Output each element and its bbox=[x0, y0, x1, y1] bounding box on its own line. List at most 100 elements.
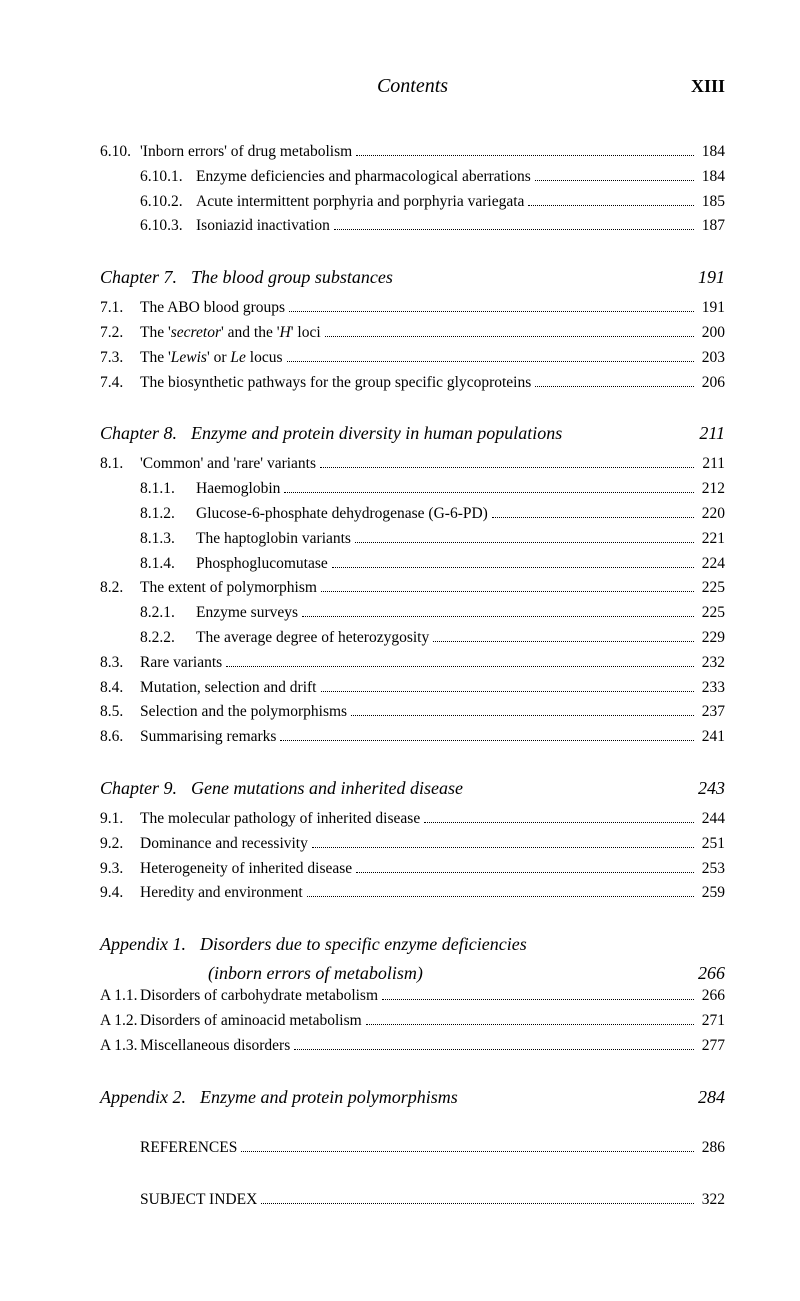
toc-entry-number: 8.2.2. bbox=[100, 626, 196, 651]
toc-entry-page: 184 bbox=[698, 140, 725, 165]
toc-entry: 9.4.Heredity and environment259 bbox=[100, 881, 725, 906]
toc-entry-page: 224 bbox=[698, 552, 725, 577]
toc-entry-number: 6.10.2. bbox=[100, 190, 196, 215]
toc-leader-dots bbox=[332, 567, 694, 568]
toc-block: Appendix 1.Disorders due to specific enz… bbox=[100, 934, 725, 1058]
toc-entry: 6.10.'Inborn errors' of drug metabolism1… bbox=[100, 140, 725, 165]
toc-entry-text: Enzyme deficiencies and pharmacological … bbox=[196, 165, 531, 190]
toc-leader-dots bbox=[226, 666, 694, 667]
toc-entry-page: 253 bbox=[698, 857, 725, 882]
toc-entry-text: Acute intermittent porphyria and porphyr… bbox=[196, 190, 524, 215]
toc-entry: 6.10.1.Enzyme deficiencies and pharmacol… bbox=[100, 165, 725, 190]
toc-entry-number: 8.1.2. bbox=[100, 502, 196, 527]
chapter-heading: Chapter 9.Gene mutations and inherited d… bbox=[100, 778, 725, 799]
toc-entry-page: 233 bbox=[698, 676, 725, 701]
toc-entry-page: 229 bbox=[698, 626, 725, 651]
toc-entry-text: REFERENCES bbox=[140, 1136, 237, 1161]
toc-entry-page: 259 bbox=[698, 881, 725, 906]
toc-entry-number: 6.10.3. bbox=[100, 214, 196, 239]
toc-entry-page: 277 bbox=[698, 1034, 725, 1059]
toc-entry-page: 211 bbox=[698, 452, 725, 477]
chapter-heading: Chapter 7.The blood group substances191 bbox=[100, 267, 725, 288]
toc-entry-page: 206 bbox=[698, 371, 725, 396]
toc-entry-text: Heterogeneity of inherited disease bbox=[140, 857, 352, 882]
heading-page: 191 bbox=[690, 267, 725, 288]
heading-subtitle: (inborn errors of metabolism) bbox=[208, 963, 690, 984]
toc-entry: 8.1.2.Glucose-6-phosphate dehydrogenase … bbox=[100, 502, 725, 527]
toc-leader-dots bbox=[535, 180, 694, 181]
toc-leader-dots bbox=[356, 155, 694, 156]
heading-title: Disorders due to specific enzyme deficie… bbox=[200, 934, 725, 955]
toc-block: Chapter 7.The blood group substances191 7… bbox=[100, 267, 725, 395]
toc-entry-page: 187 bbox=[698, 214, 725, 239]
toc-entry-text: Miscellaneous disorders bbox=[140, 1034, 290, 1059]
heading-page: 284 bbox=[690, 1087, 725, 1108]
toc-leader-dots bbox=[280, 740, 693, 741]
toc-entry-number: 6.10.1. bbox=[100, 165, 196, 190]
toc-entry-text: Heredity and environment bbox=[140, 881, 303, 906]
toc-entry-number: 9.1. bbox=[100, 807, 140, 832]
toc-entry-page: 271 bbox=[698, 1009, 725, 1034]
toc-entry-text: The average degree of heterozygosity bbox=[196, 626, 429, 651]
toc-entry-text: The molecular pathology of inherited dis… bbox=[140, 807, 420, 832]
toc-entry-page: 225 bbox=[698, 576, 725, 601]
toc-entry: A 1.3.Miscellaneous disorders277 bbox=[100, 1034, 725, 1059]
toc-entry: 8.2.The extent of polymorphism225 bbox=[100, 576, 725, 601]
toc-entry: 9.2.Dominance and recessivity251 bbox=[100, 832, 725, 857]
toc-entry-text: Disorders of carbohydrate metabolism bbox=[140, 984, 378, 1009]
toc-leader-dots bbox=[284, 492, 693, 493]
toc-block: 6.10.'Inborn errors' of drug metabolism1… bbox=[100, 140, 725, 239]
toc-entry-page: 203 bbox=[698, 346, 725, 371]
toc-entry-number: 7.2. bbox=[100, 321, 140, 346]
toc-entry: REFERENCES 286 bbox=[100, 1136, 725, 1161]
toc-entry: 8.1.3.The haptoglobin variants221 bbox=[100, 527, 725, 552]
toc-entry-page: 185 bbox=[698, 190, 725, 215]
toc-entry-number: A 1.1. bbox=[100, 984, 140, 1009]
toc-entry: 6.10.2.Acute intermittent porphyria and … bbox=[100, 190, 725, 215]
toc-entry-text: Summarising remarks bbox=[140, 725, 276, 750]
heading-page: 211 bbox=[691, 423, 725, 444]
toc-leader-dots bbox=[307, 896, 694, 897]
toc-entry-number: 8.1.1. bbox=[100, 477, 196, 502]
toc-entry-page: 212 bbox=[698, 477, 725, 502]
heading-title: Gene mutations and inherited disease bbox=[191, 778, 690, 799]
toc-entry-text: Selection and the polymorphisms bbox=[140, 700, 347, 725]
toc-entry-text: Mutation, selection and drift bbox=[140, 676, 317, 701]
header-right: XIII bbox=[665, 76, 725, 97]
page: Contents XIII 6.10.'Inborn errors' of dr… bbox=[0, 0, 800, 1301]
toc-entry: 9.3.Heterogeneity of inherited disease25… bbox=[100, 857, 725, 882]
toc-entry-number: 8.4. bbox=[100, 676, 140, 701]
appendix-heading: Appendix 1.Disorders due to specific enz… bbox=[100, 934, 725, 955]
toc-block: Chapter 9.Gene mutations and inherited d… bbox=[100, 778, 725, 906]
toc-leader-dots bbox=[325, 336, 694, 337]
toc-leader-dots bbox=[241, 1151, 693, 1152]
toc-entry-text: Rare variants bbox=[140, 651, 222, 676]
toc-entry: 7.1.The ABO blood groups191 bbox=[100, 296, 725, 321]
chapter-heading: Chapter 8.Enzyme and protein diversity i… bbox=[100, 423, 725, 444]
toc-leader-dots bbox=[320, 467, 694, 468]
toc-entry-text: 'Inborn errors' of drug metabolism bbox=[140, 140, 352, 165]
toc-entry-text: The 'secretor' and the 'H' loci bbox=[140, 321, 321, 346]
toc-entry-page: 286 bbox=[698, 1136, 725, 1161]
toc-entry-number: 8.1. bbox=[100, 452, 140, 477]
toc-entry: A 1.1.Disorders of carbohydrate metaboli… bbox=[100, 984, 725, 1009]
toc-leader-dots bbox=[528, 205, 693, 206]
toc-leader-dots bbox=[492, 517, 694, 518]
toc-leader-dots bbox=[355, 542, 694, 543]
toc-entry: 7.2.The 'secretor' and the 'H' loci 200 bbox=[100, 321, 725, 346]
toc-entry: 8.3.Rare variants232 bbox=[100, 651, 725, 676]
toc-leader-dots bbox=[294, 1049, 694, 1050]
toc-entry: 8.1.'Common' and 'rare' variants 211 bbox=[100, 452, 725, 477]
heading-title: The blood group substances bbox=[191, 267, 690, 288]
toc-entry: 8.5.Selection and the polymorphisms237 bbox=[100, 700, 725, 725]
toc-entry-page: 237 bbox=[698, 700, 725, 725]
running-head: Contents XIII bbox=[100, 75, 725, 98]
toc-entry-page: 322 bbox=[698, 1188, 725, 1213]
toc-entry-text: Isoniazid inactivation bbox=[196, 214, 330, 239]
toc-entry-text: 'Common' and 'rare' variants bbox=[140, 452, 316, 477]
toc-leader-dots bbox=[261, 1203, 693, 1204]
toc-entry-number: 8.2.1. bbox=[100, 601, 196, 626]
appendix-heading: Appendix 2.Enzyme and protein polymorphi… bbox=[100, 1087, 725, 1108]
toc-entry-page: 200 bbox=[698, 321, 725, 346]
heading-title: Enzyme and protein polymorphisms bbox=[200, 1087, 690, 1108]
